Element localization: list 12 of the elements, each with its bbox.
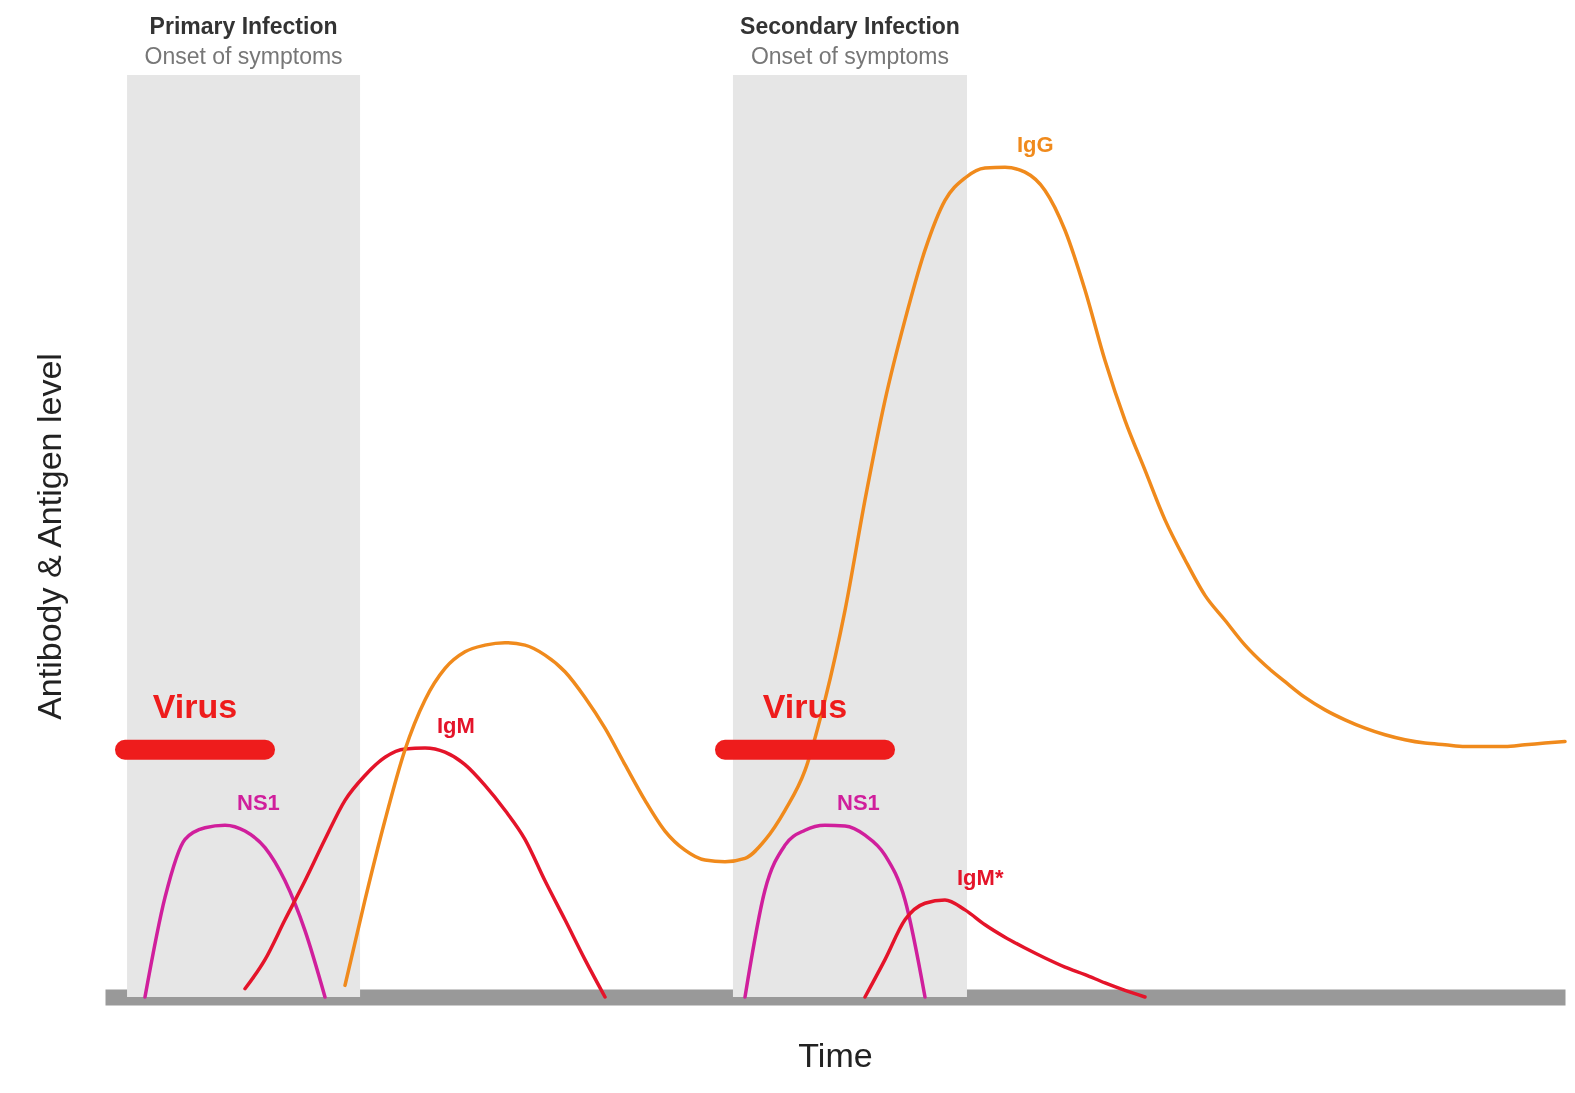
series-label: NS1 xyxy=(837,790,880,816)
series-label: IgM xyxy=(437,713,475,739)
text: Primary Infection xyxy=(149,13,338,39)
x-axis-title: Time xyxy=(798,1035,873,1074)
text: Onset of symptoms xyxy=(750,43,950,69)
y-axis-title: Antibody & Antigen level xyxy=(29,353,68,720)
text: Secondary Infection xyxy=(740,13,960,39)
series-label: IgM* xyxy=(957,864,1004,890)
series-label: Virus xyxy=(152,686,238,725)
text: Onset of symptoms xyxy=(144,43,343,69)
series-label: NS1 xyxy=(237,790,280,816)
series-label: IgG xyxy=(1017,132,1054,158)
